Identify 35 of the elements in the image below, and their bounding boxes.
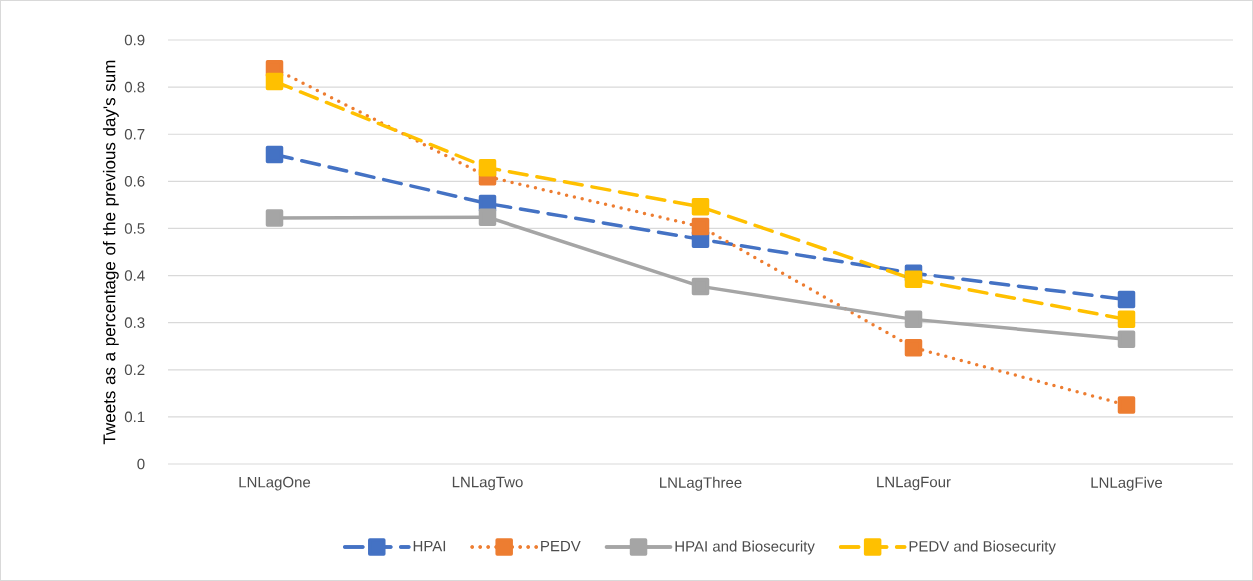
y-tick-label: 0.2 [124,364,145,376]
y-tick-label: 0.9 [124,34,145,46]
point [691,277,710,296]
x-tick-label: LNLagOne [239,476,311,491]
point [691,198,710,216]
y-axis-title: Tweets as a percentage of the previous day's sum [102,60,119,445]
point [265,145,284,164]
point [904,338,923,357]
point [265,72,284,91]
x-tick-label: LNLagThree [660,476,742,491]
legend-label: HPAI [413,540,446,552]
y-tick-label: 0.7 [124,128,145,140]
point [904,270,923,289]
y-tick-label: 0.3 [124,317,145,328]
x-tick-label: LNLagTwo [452,476,523,491]
legend-label: HPAI and Biosecurity [675,540,815,555]
y-tick-label: 0.4 [124,270,145,281]
point [1117,330,1136,348]
point [1117,396,1136,414]
x-tick-label: LNLagFour [877,476,951,491]
x-tick-label: LNLagFive [1091,476,1163,491]
legend-label: PEDV and Biosecurity [909,540,1056,555]
legend-label: PEDV [541,540,581,552]
point [904,310,923,329]
point [1117,290,1136,309]
y-tick-label: 0.5 [124,223,145,234]
point [691,217,710,236]
point [265,209,284,227]
y-tick-label: 0.6 [124,176,145,187]
y-tick-label: 0 [137,458,145,470]
point [1117,310,1136,329]
y-tick-label: 0.8 [124,81,145,93]
point [478,208,497,226]
y-tick-label: 0.1 [124,411,145,423]
point [478,158,497,177]
